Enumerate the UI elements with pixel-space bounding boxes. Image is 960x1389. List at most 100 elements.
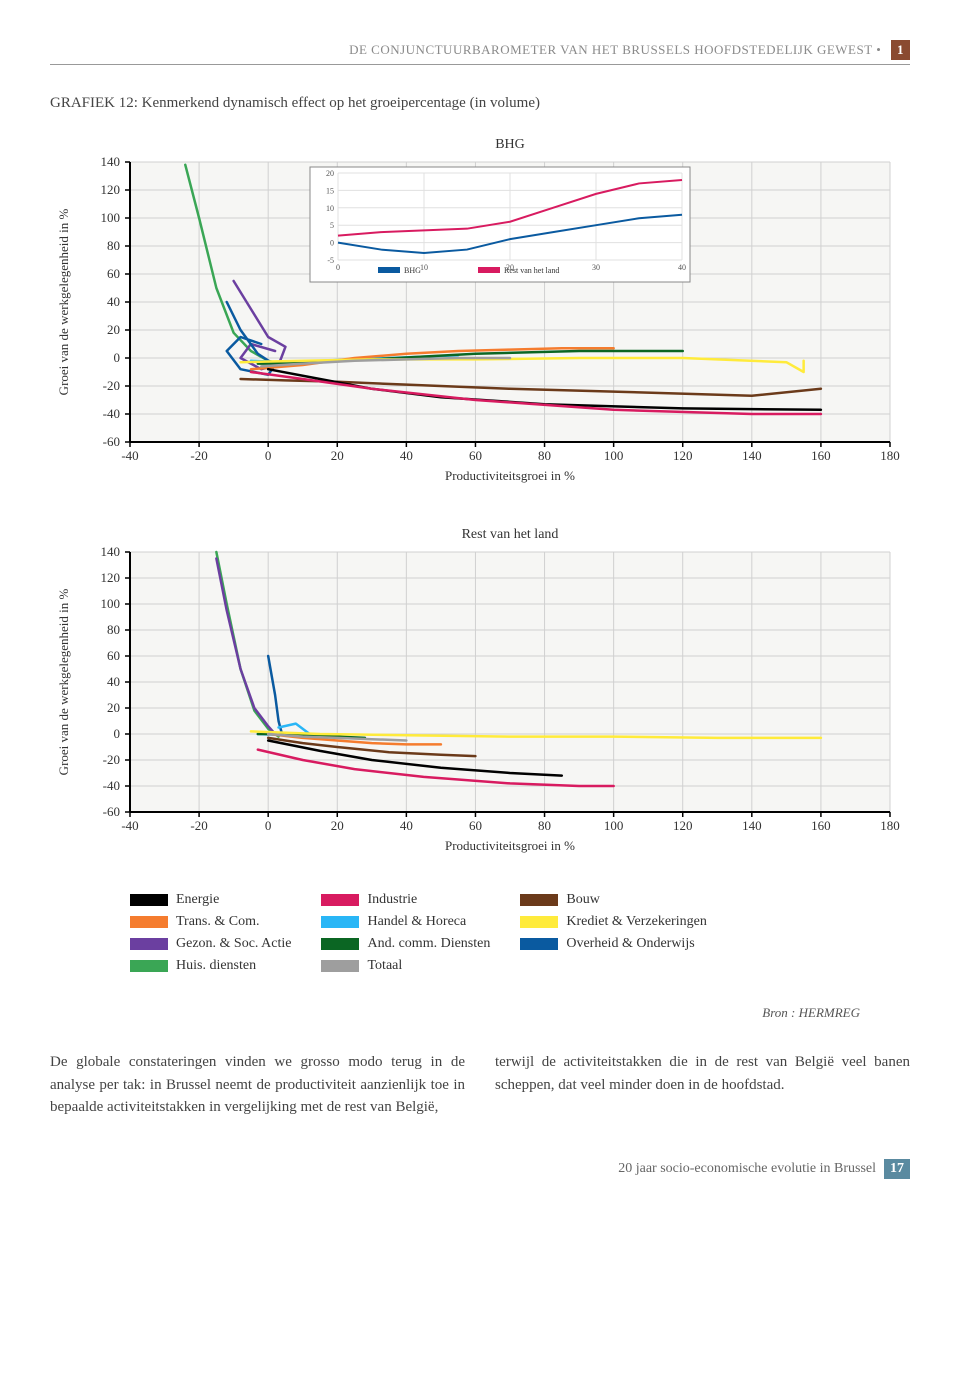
svg-text:20: 20 xyxy=(326,169,334,178)
svg-text:5: 5 xyxy=(330,221,334,230)
svg-text:0: 0 xyxy=(265,448,272,463)
legend-swatch xyxy=(130,894,168,906)
running-header: DE CONJUNCTUURBAROMETER VAN HET BRUSSELS… xyxy=(50,40,910,65)
legend-label: Handel & Horeca xyxy=(367,914,466,930)
svg-text:15: 15 xyxy=(326,186,334,195)
legend-item: Huis. diensten xyxy=(130,958,291,974)
svg-text:100: 100 xyxy=(604,818,624,833)
legend-label: And. comm. Diensten xyxy=(367,936,490,952)
legend-label: Gezon. & Soc. Actie xyxy=(176,936,291,952)
svg-text:40: 40 xyxy=(678,263,686,272)
svg-text:BHG: BHG xyxy=(404,266,421,275)
svg-text:160: 160 xyxy=(811,448,831,463)
legend-label: Bouw xyxy=(566,892,599,908)
svg-text:80: 80 xyxy=(538,818,551,833)
footer-page-num: 17 xyxy=(884,1159,910,1179)
svg-text:-40: -40 xyxy=(103,406,120,421)
svg-text:-60: -60 xyxy=(103,804,120,819)
svg-text:80: 80 xyxy=(107,238,120,253)
svg-text:Productiviteitsgroei in %: Productiviteitsgroei in % xyxy=(445,468,575,483)
svg-text:100: 100 xyxy=(604,448,624,463)
legend-col: Bouw Krediet & Verzekeringen Overheid & On… xyxy=(520,892,706,980)
body-left: De globale constateringen vinden we gros… xyxy=(50,1051,465,1119)
legend: Energie Trans. & Com. Gezon. & Soc. Actie H… xyxy=(130,892,910,980)
svg-text:120: 120 xyxy=(673,818,693,833)
svg-text:100: 100 xyxy=(101,210,121,225)
header-page-num: 1 xyxy=(891,40,910,60)
legend-col: Industrie Handel & Horeca And. comm. Diens… xyxy=(321,892,490,980)
header-text: DE CONJUNCTUURBAROMETER VAN HET BRUSSELS… xyxy=(349,42,872,57)
svg-text:60: 60 xyxy=(469,818,482,833)
svg-text:120: 120 xyxy=(101,570,121,585)
legend-item: Trans. & Com. xyxy=(130,914,291,930)
legend-item: Handel & Horeca xyxy=(321,914,490,930)
svg-text:20: 20 xyxy=(331,448,344,463)
chart-bhg-svg: -60-40-20020406080100120140-40-200204060… xyxy=(50,132,910,492)
svg-text:60: 60 xyxy=(107,648,120,663)
svg-text:-20: -20 xyxy=(190,818,207,833)
legend-swatch xyxy=(130,916,168,928)
svg-text:-40: -40 xyxy=(121,818,138,833)
legend-swatch xyxy=(321,894,359,906)
svg-text:120: 120 xyxy=(101,182,121,197)
svg-text:-40: -40 xyxy=(121,448,138,463)
header-bullet: • xyxy=(876,42,881,57)
svg-text:-40: -40 xyxy=(103,778,120,793)
legend-item: Energie xyxy=(130,892,291,908)
legend-col: Energie Trans. & Com. Gezon. & Soc. Actie H… xyxy=(130,892,291,980)
svg-text:0: 0 xyxy=(265,818,272,833)
svg-text:180: 180 xyxy=(880,448,900,463)
svg-text:-20: -20 xyxy=(103,378,120,393)
graph-title: GRAFIEK 12: Kenmerkend dynamisch effect … xyxy=(50,95,910,112)
svg-text:40: 40 xyxy=(400,818,413,833)
svg-text:10: 10 xyxy=(420,263,428,272)
svg-text:20: 20 xyxy=(331,818,344,833)
legend-swatch xyxy=(130,960,168,972)
svg-text:-5: -5 xyxy=(327,256,334,265)
svg-text:40: 40 xyxy=(107,674,120,689)
svg-text:80: 80 xyxy=(538,448,551,463)
svg-text:BHG: BHG xyxy=(495,137,525,152)
legend-swatch xyxy=(520,894,558,906)
svg-text:0: 0 xyxy=(114,726,121,741)
svg-text:140: 140 xyxy=(742,448,762,463)
legend-item: Overheid & Onderwijs xyxy=(520,936,706,952)
legend-item: And. comm. Diensten xyxy=(321,936,490,952)
svg-text:100: 100 xyxy=(101,596,121,611)
legend-item: Totaal xyxy=(321,958,490,974)
svg-text:Rest van het land: Rest van het land xyxy=(462,527,559,542)
legend-item: Krediet & Verzekeringen xyxy=(520,914,706,930)
legend-item: Bouw xyxy=(520,892,706,908)
legend-swatch xyxy=(130,938,168,950)
legend-label: Overheid & Onderwijs xyxy=(566,936,694,952)
body-right: terwijl de activiteitstakken die in de r… xyxy=(495,1051,910,1119)
svg-text:40: 40 xyxy=(400,448,413,463)
svg-text:Rest van het land: Rest van het land xyxy=(504,266,559,275)
source-text: Bron : HERMREG xyxy=(50,1005,860,1021)
legend-item: Gezon. & Soc. Actie xyxy=(130,936,291,952)
legend-item: Industrie xyxy=(321,892,490,908)
legend-label: Totaal xyxy=(367,958,402,974)
legend-label: Krediet & Verzekeringen xyxy=(566,914,706,930)
svg-text:20: 20 xyxy=(107,322,120,337)
chart-rest-svg: -60-40-20020406080100120140-40-200204060… xyxy=(50,522,910,862)
legend-label: Huis. diensten xyxy=(176,958,256,974)
legend-swatch xyxy=(520,938,558,950)
svg-text:0: 0 xyxy=(330,239,334,248)
legend-label: Industrie xyxy=(367,892,417,908)
legend-label: Trans. & Com. xyxy=(176,914,260,930)
svg-text:60: 60 xyxy=(469,448,482,463)
svg-text:40: 40 xyxy=(107,294,120,309)
svg-text:80: 80 xyxy=(107,622,120,637)
legend-label: Energie xyxy=(176,892,219,908)
svg-text:20: 20 xyxy=(107,700,120,715)
svg-text:140: 140 xyxy=(742,818,762,833)
svg-text:30: 30 xyxy=(592,263,600,272)
svg-text:140: 140 xyxy=(101,544,121,559)
svg-text:180: 180 xyxy=(880,818,900,833)
legend-swatch xyxy=(321,960,359,972)
svg-text:-20: -20 xyxy=(103,752,120,767)
svg-text:-60: -60 xyxy=(103,434,120,449)
body-text: De globale constateringen vinden we gros… xyxy=(50,1051,910,1119)
svg-text:Groei van de werkgelegenheid i: Groei van de werkgelegenheid in % xyxy=(56,589,71,776)
